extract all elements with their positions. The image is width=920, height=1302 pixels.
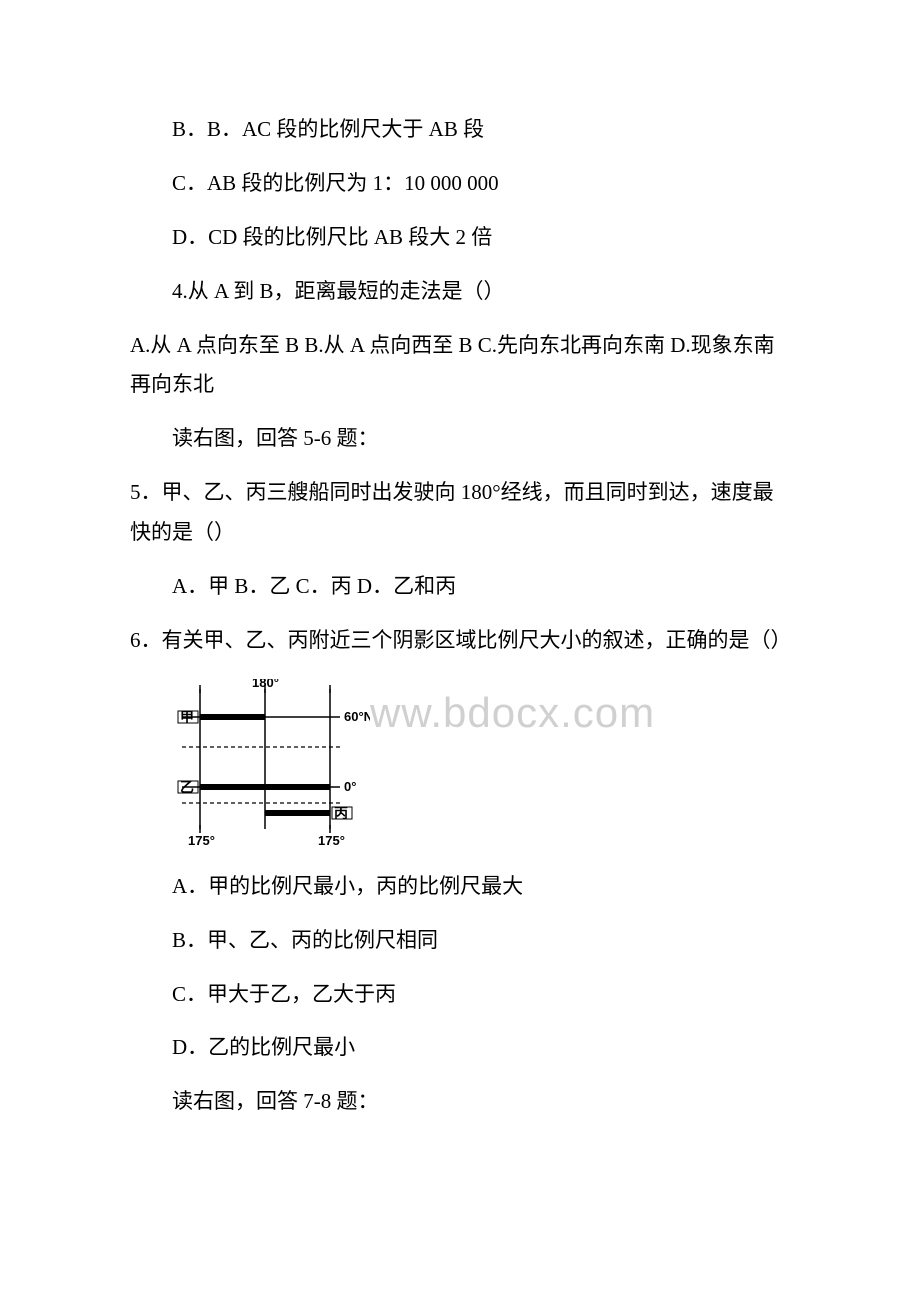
label-180: 180°	[252, 679, 279, 690]
question-4: 4.从 A 到 B，距离最短的走法是（）	[130, 272, 790, 312]
label-0: 0°	[344, 779, 356, 794]
watermark-text: ww.bdocx.com	[370, 689, 655, 737]
question-5: 5．甲、乙、丙三艘船同时出发驶向 180°经线，而且同时到达，速度最快的是（）	[130, 473, 790, 553]
map-svg: 180° 60°N 0° 175° 175° 甲 乙 丙	[170, 679, 370, 849]
read-prompt-7-8: 读右图，回答 7-8 题：	[130, 1082, 790, 1122]
label-60n: 60°N	[344, 709, 370, 724]
question-6-option-d: D．乙的比例尺最小	[130, 1028, 790, 1068]
read-prompt-5-6: 读右图，回答 5-6 题：	[130, 419, 790, 459]
question-6-option-c: C．甲大于乙，乙大于丙	[130, 975, 790, 1015]
question-6: 6．有关甲、乙、丙附近三个阴影区域比例尺大小的叙述，正确的是（）	[130, 621, 790, 661]
label-jia: 甲	[180, 710, 194, 726]
label-175-left: 175°	[188, 833, 215, 848]
label-yi: 乙	[180, 780, 194, 796]
option-c: C．AB 段的比例尺为 1：10 000 000	[130, 164, 790, 204]
label-bing: 丙	[334, 806, 348, 822]
option-d: D．CD 段的比例尺比 AB 段大 2 倍	[130, 218, 790, 258]
label-175-right: 175°	[318, 833, 345, 848]
question-6-option-b: B．甲、乙、丙的比例尺相同	[130, 921, 790, 961]
question-6-option-a: A．甲的比例尺最小，丙的比例尺最大	[130, 867, 790, 907]
map-diagram: ww.bdocx.com 180°	[170, 679, 690, 849]
question-4-options: A.从 A 点向东至 B B.从 A 点向西至 B C.先向东北再向东南 D.现…	[130, 326, 790, 406]
question-5-options: A．甲 B．乙 C．丙 D．乙和丙	[130, 567, 790, 607]
option-b: B．B．AC 段的比例尺大于 AB 段	[130, 110, 790, 150]
